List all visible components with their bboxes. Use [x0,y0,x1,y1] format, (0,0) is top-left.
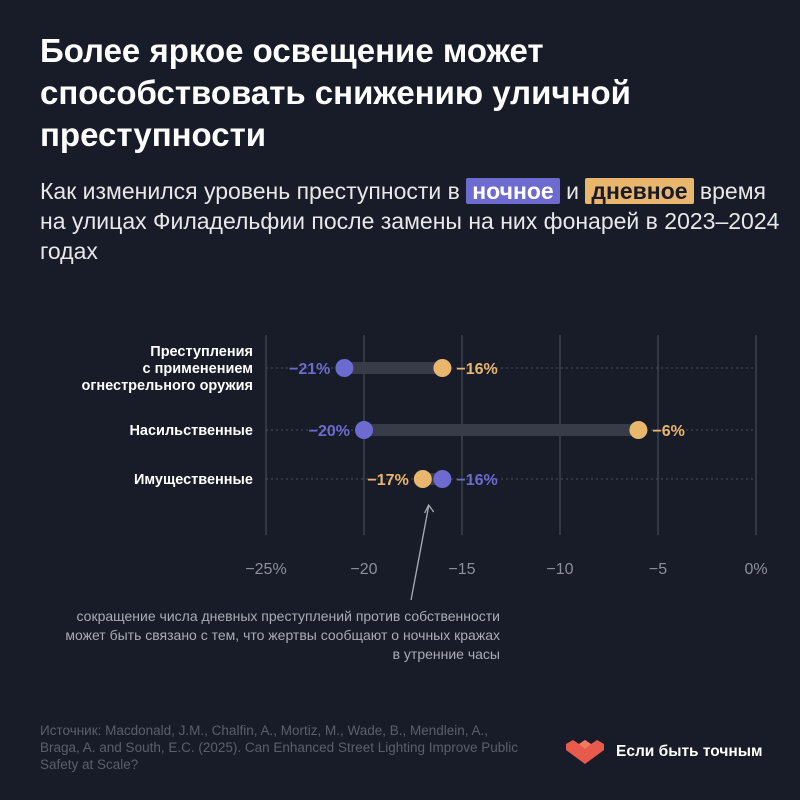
night-point [433,470,452,488]
day-value-label: −16% [456,361,497,378]
chart-annotation: сокращение числа дневных преступлений пр… [65,608,500,662]
night-point [335,359,354,377]
day-point [413,470,432,488]
heart-logo-icon [566,740,604,764]
day-point [433,359,452,377]
brand-name: Если быть точным [616,743,763,760]
source-citation: Источник: Macdonald, J.M., Chalfin, A., … [40,723,519,772]
category-label: Насильственные [129,423,253,439]
x-tick-label: −10 [546,561,573,578]
day-point [629,421,648,439]
x-tick-label: −20 [350,561,377,578]
day-legend-badge: дневное [585,178,694,204]
annotation-arrow-line [410,505,430,601]
x-tick-label: −5 [649,561,667,578]
category-label: с применением [142,361,253,377]
subtitle-and: и [566,178,579,204]
night-point [355,421,373,439]
day-value-label: −6% [652,423,684,440]
dumbbell-bar [364,424,639,436]
subtitle-text-2: время на улицах Филадельфии после замены… [40,178,780,264]
category-label: огнестрельного оружия [81,378,253,394]
night-legend-badge: ночное [466,178,560,204]
page-title: Более яркое освещение может способствова… [40,32,631,153]
night-value-label: −20% [309,423,350,440]
brand: Если быть точным [566,738,762,766]
night-value-label: −16% [456,472,497,489]
annotation-arrow-head [424,503,435,514]
category-label: Имущественные [134,472,253,488]
night-value-label: −21% [289,361,330,378]
x-tick-label: −15 [448,561,475,578]
x-tick-label: 0% [744,561,767,578]
page-subtitle: Как изменился уровень преступности в ноч… [40,176,780,266]
day-value-label: −17% [367,472,408,489]
subtitle-text-1: Как изменился уровень преступности в [40,178,460,204]
category-label: Преступления [150,344,253,360]
dumbbell-bar [344,362,443,374]
x-tick-label: −25% [245,561,286,578]
